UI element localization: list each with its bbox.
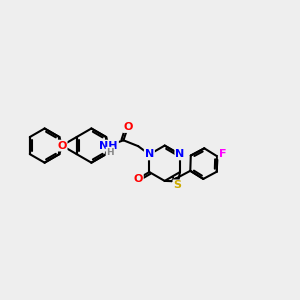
Text: N: N [175, 149, 184, 159]
Text: H: H [106, 148, 114, 157]
Text: O: O [57, 141, 67, 151]
Text: O: O [123, 122, 133, 132]
Text: S: S [173, 180, 181, 190]
Text: O: O [134, 174, 143, 184]
Text: NH: NH [100, 141, 118, 151]
Text: F: F [219, 148, 226, 159]
Text: N: N [145, 149, 154, 159]
